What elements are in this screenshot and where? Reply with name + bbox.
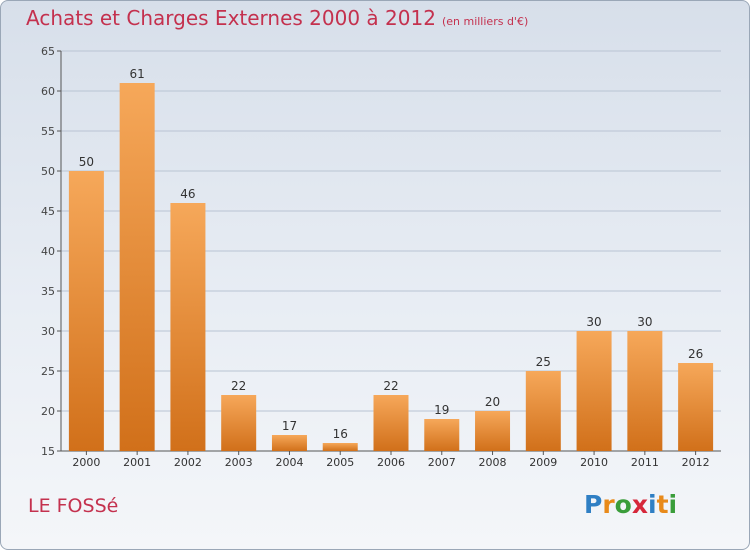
chart-subtitle: (en milliers d'€) bbox=[441, 15, 529, 28]
logo-letter: P bbox=[584, 490, 603, 519]
bar-value-label: 46 bbox=[180, 187, 195, 201]
place-name: LE FOSSé bbox=[28, 495, 119, 517]
bar-value-label: 17 bbox=[282, 419, 297, 433]
bar-value-label: 19 bbox=[434, 403, 449, 417]
bar bbox=[627, 331, 663, 451]
bar-value-label: 25 bbox=[536, 355, 551, 369]
x-tick-label: 2008 bbox=[479, 456, 507, 469]
logo-letter: o bbox=[614, 490, 632, 519]
bar bbox=[221, 395, 257, 451]
x-tick-label: 2004 bbox=[275, 456, 303, 469]
logo-letter: i bbox=[648, 490, 657, 519]
y-tick-label: 50 bbox=[41, 165, 55, 178]
x-tick-label: 2007 bbox=[428, 456, 456, 469]
x-tick-label: 2000 bbox=[72, 456, 100, 469]
bar bbox=[271, 435, 307, 451]
bar bbox=[322, 443, 358, 451]
bar-value-label: 61 bbox=[130, 67, 145, 81]
x-tick-label: 2001 bbox=[123, 456, 151, 469]
logo-letter: t bbox=[656, 490, 669, 519]
bars bbox=[68, 83, 714, 451]
bar-value-label: 50 bbox=[79, 155, 94, 169]
x-tick-label: 2012 bbox=[682, 456, 710, 469]
bar bbox=[525, 371, 561, 451]
bar bbox=[576, 331, 612, 451]
bar-value-label: 22 bbox=[231, 379, 246, 393]
y-tick-label: 30 bbox=[41, 325, 55, 338]
bar bbox=[119, 83, 155, 451]
bar-value-label: 30 bbox=[637, 315, 652, 329]
x-tick-label: 2009 bbox=[529, 456, 557, 469]
x-tick-label: 2010 bbox=[580, 456, 608, 469]
y-tick-label: 40 bbox=[41, 245, 55, 258]
bar-value-label: 20 bbox=[485, 395, 500, 409]
data-labels: 50 61 46 22 17 16 22 19 20 25 30 30 26 bbox=[79, 67, 704, 441]
y-tick-label: 55 bbox=[41, 125, 55, 138]
x-tick-label: 2003 bbox=[225, 456, 253, 469]
bar-value-label: 30 bbox=[586, 315, 601, 329]
x-tick-label: 2011 bbox=[631, 456, 659, 469]
bar bbox=[475, 411, 511, 451]
chart-title-text: Achats et Charges Externes 2000 à 2012 bbox=[26, 6, 436, 30]
bar bbox=[678, 363, 714, 451]
x-tick-label: 2006 bbox=[377, 456, 405, 469]
y-tick-label: 45 bbox=[41, 205, 55, 218]
y-tick-label: 20 bbox=[41, 405, 55, 418]
x-tick-label: 2005 bbox=[326, 456, 354, 469]
x-tick-label: 2002 bbox=[174, 456, 202, 469]
y-tick-label: 65 bbox=[41, 45, 55, 58]
logo-letter: x bbox=[631, 490, 648, 519]
logo-letter: r bbox=[602, 490, 615, 519]
bar bbox=[68, 171, 104, 451]
bar-value-label: 26 bbox=[688, 347, 703, 361]
bar bbox=[373, 395, 409, 451]
y-tick-label: 35 bbox=[41, 285, 55, 298]
y-tick-label: 15 bbox=[41, 445, 55, 458]
y-tick-label: 25 bbox=[41, 365, 55, 378]
bar-value-label: 16 bbox=[333, 427, 348, 441]
bar bbox=[170, 203, 206, 451]
proxiti-logo: Proxiti bbox=[584, 490, 677, 519]
bar bbox=[424, 419, 460, 451]
chart-title: Achats et Charges Externes 2000 à 2012 (e… bbox=[26, 6, 528, 30]
bar-value-label: 22 bbox=[383, 379, 398, 393]
y-tick-label: 60 bbox=[41, 85, 55, 98]
logo-letter: i bbox=[668, 490, 678, 519]
